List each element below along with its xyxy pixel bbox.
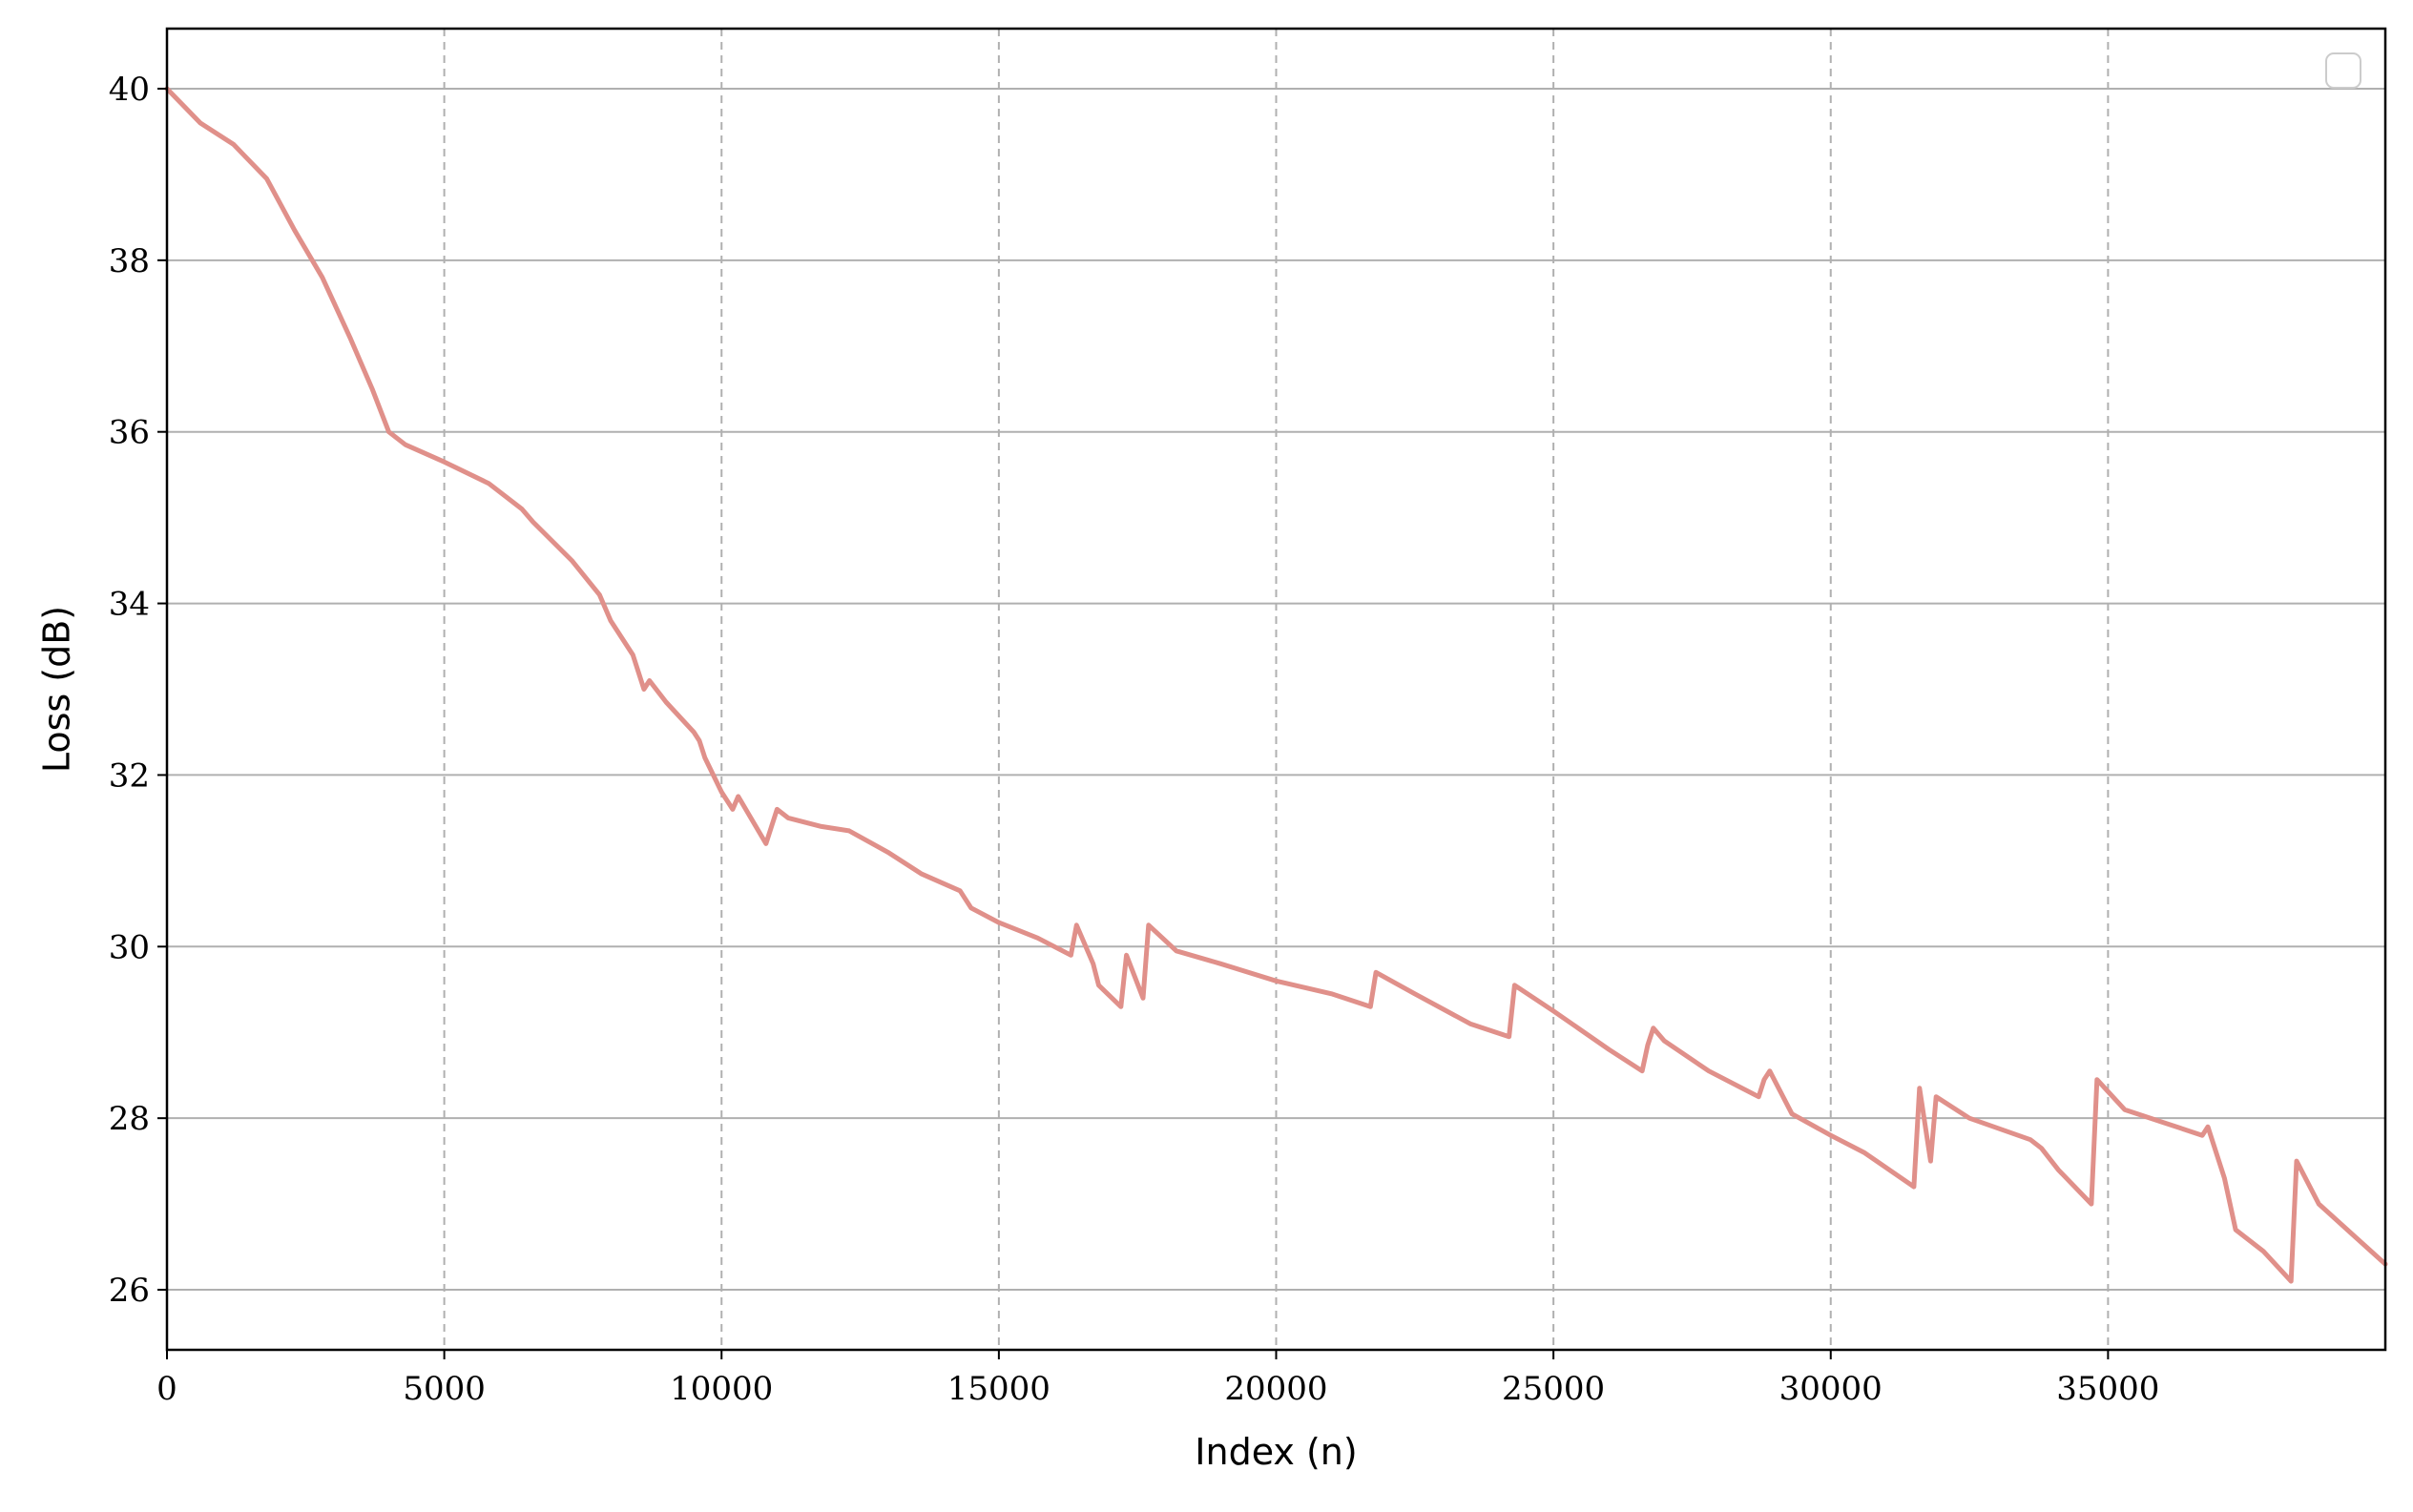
x-tick-label: 10000 — [670, 1370, 773, 1408]
y-tick-label: 36 — [109, 414, 150, 452]
y-tick-label: 38 — [109, 242, 150, 280]
legend-box — [2325, 52, 2361, 89]
x-tick-label: 20000 — [1224, 1370, 1327, 1408]
x-tick-label: 5000 — [403, 1370, 486, 1408]
ticks-layer: 26 28 30 32 34 36 38 40 0 5000 10000 15000 20000 2500… — [109, 71, 2160, 1408]
x-tick-label: 15000 — [947, 1370, 1050, 1408]
x-tick-label: 30000 — [1779, 1370, 1883, 1408]
y-tick-label: 30 — [109, 928, 150, 966]
x-tick-label: 25000 — [1502, 1370, 1605, 1408]
y-tick-label: 34 — [109, 586, 150, 624]
y-tick-label: 32 — [109, 756, 150, 795]
y-tick-label: 26 — [109, 1272, 150, 1310]
x-tick-label: 35000 — [2056, 1370, 2159, 1408]
series-line — [164, 86, 2388, 1284]
grid-lines — [167, 29, 2385, 1350]
y-tick-label: 28 — [109, 1100, 150, 1138]
y-axis-title: Loss (dB) — [36, 606, 78, 773]
x-axis-title: Index (n) — [1195, 1431, 1357, 1473]
y-tick-label: 40 — [109, 71, 150, 109]
series-layer — [164, 86, 2388, 1284]
x-tick-label: 0 — [156, 1370, 177, 1408]
